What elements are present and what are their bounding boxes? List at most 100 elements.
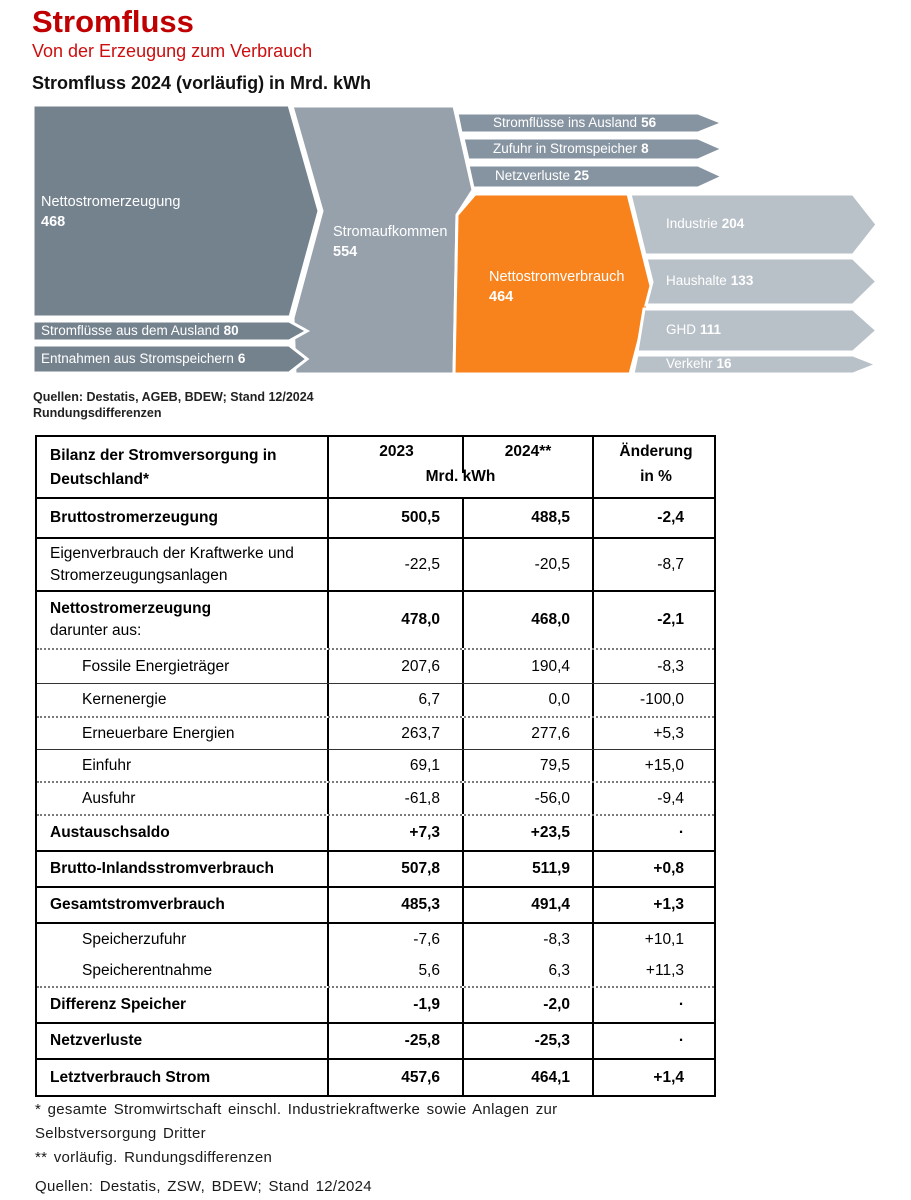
label-stromaufkommen: Stromaufkommen 554	[333, 224, 448, 260]
label-nettostromerzeugung: Nettostromerzeugung 468	[41, 194, 181, 230]
value-2023: 478,0	[327, 592, 462, 648]
arrow-zufuhr-stromspeicher	[461, 136, 727, 162]
table-body: Bruttostromerzeugung 500,5 488,5 -2,4 Eigenv…	[37, 499, 714, 1095]
node-nettostromerzeugung-shape	[33, 104, 321, 319]
table-row: Differenz Speicher -1,9 -2,0 ·	[37, 988, 714, 1024]
label-stromfluesse-ins-ausland: Stromflüsse ins Ausland 56	[493, 115, 657, 130]
value-change: ·	[592, 816, 718, 850]
column-header-2024: 2024**	[504, 443, 552, 460]
value-2024: +23,5	[462, 816, 592, 850]
value-change: +5,3	[592, 718, 718, 749]
table-row: Bruttostromerzeugung 500,5 488,5 -2,4	[37, 499, 714, 539]
table-row: Nettostromerzeugung darunter aus: 478,0 468…	[37, 592, 714, 650]
value-2023: -61,8	[327, 783, 462, 814]
value-2024: -25,3	[462, 1024, 592, 1058]
value-change: +15,0	[592, 750, 718, 781]
label-ghd: GHD 111	[666, 322, 722, 337]
table-header-years: 2023 2024** Mrd. kWh	[327, 437, 592, 497]
row-label: Letztverbrauch Strom	[50, 1068, 211, 1086]
chart-heading: Stromfluss 2024 (vorläufig) in Mrd. kWh	[32, 73, 372, 93]
footnotes: * gesamte Stromwirtschaft einschl. Indus…	[35, 1098, 557, 1199]
footnote-2: Selbstversorgung Dritter	[35, 1125, 206, 1142]
table-row: Brutto-Inlandsstromverbrauch 507,8 511,9 +0…	[37, 852, 714, 888]
row-label: Erneuerbare Energien	[82, 724, 235, 742]
value-2023: 6,7	[327, 684, 462, 716]
value-change: -8,7	[592, 539, 718, 590]
value-2024: 190,4	[462, 650, 592, 683]
value-2024: 511,9	[462, 852, 592, 886]
footnote-3: ** vorläufig. Rundungsdifferenzen	[35, 1149, 273, 1166]
value-2024: 0,0	[462, 684, 592, 716]
unit-label-years: Mrd. kWh	[425, 468, 496, 485]
arrow-haushalte	[644, 256, 880, 307]
table-row: Kernenergie 6,7 0,0 -100,0	[37, 684, 714, 718]
value-2024: 6,3	[462, 956, 592, 986]
row-label: Gesamtstromverbrauch	[50, 896, 225, 913]
row-label: Speicherentnahme	[82, 962, 213, 979]
table-row: Einfuhr 69,1 79,5 +15,0	[37, 750, 714, 783]
value-2024: 464,1	[462, 1060, 592, 1095]
value-2023: 457,6	[327, 1060, 462, 1095]
value-2024: 491,4	[462, 888, 592, 922]
value-change: -8,3	[592, 650, 718, 683]
value-change: -2,4	[592, 499, 718, 537]
row-label: Speicherzufuhr	[82, 931, 187, 948]
row-label: Einfuhr	[82, 756, 132, 774]
row-label: Differenz Speicher	[50, 996, 187, 1013]
diagram-source-line2: Rundungsdifferenzen	[33, 406, 162, 420]
label-netzverluste: Netzverluste 25	[495, 168, 590, 183]
arrow-ghd	[635, 307, 880, 354]
table-header-title: Bilanz der Stromversorgung in Deutschlan…	[50, 447, 277, 488]
arrow-verkehr	[631, 353, 882, 376]
value-change: -9,4	[592, 783, 718, 814]
column-header-2023: 2023	[379, 443, 414, 460]
column-header-change: Änderung	[619, 443, 693, 460]
row-label: Ausfuhr	[82, 789, 136, 807]
value-change: -2,1	[592, 592, 718, 648]
value-2023: 5,6	[327, 956, 462, 986]
row-label: Nettostromerzeugung darunter aus:	[50, 600, 212, 639]
row-label: Kernenergie	[82, 691, 167, 708]
value-2024: -8,3	[462, 924, 592, 956]
row-label: Fossile Energieträger	[82, 657, 230, 675]
value-change: +1,3	[592, 888, 718, 922]
table-row: Ausfuhr -61,8 -56,0 -9,4	[37, 783, 714, 816]
value-2024: 468,0	[462, 592, 592, 648]
row-label: Bruttostromerzeugung	[50, 509, 218, 526]
arrow-netzverluste	[466, 163, 727, 190]
year-column-divider	[462, 437, 464, 473]
value-change: +10,1	[592, 924, 718, 956]
value-2024: -2,0	[462, 988, 592, 1022]
label-entnahmen-stromspeichern: Entnahmen aus Stromspeichern 6	[41, 351, 246, 366]
value-2024: -56,0	[462, 783, 592, 814]
value-2023: -25,8	[327, 1024, 462, 1058]
value-2023: +7,3	[327, 816, 462, 850]
table-row: Gesamtstromverbrauch 485,3 491,4 +1,3	[37, 888, 714, 924]
label-zufuhr-stromspeicher: Zufuhr in Stromspeicher 8	[493, 141, 649, 156]
label-industrie: Industrie 204	[666, 216, 745, 231]
value-2024: 488,5	[462, 499, 592, 537]
arrow-entnahmen-stromspeichern	[33, 343, 310, 375]
flow-diagram-svg	[33, 104, 882, 376]
arrow-industrie	[628, 192, 879, 257]
value-2024: 277,6	[462, 718, 592, 749]
diagram-source: Quellen: Destatis, AGEB, BDEW; Stand 12/…	[33, 389, 314, 421]
table-header: Bilanz der Stromversorgung in Deutschlan…	[37, 437, 714, 499]
value-2024: -20,5	[462, 539, 592, 590]
value-2023: 263,7	[327, 718, 462, 749]
label-stromfluesse-aus-ausland: Stromflüsse aus dem Ausland 80	[41, 323, 239, 338]
arrow-stromfluesse-ins-ausland	[455, 111, 728, 135]
row-label: Eigenverbrauch der Kraftwerke und Stromer…	[50, 544, 294, 584]
table-row: Speicherentnahme 5,6 6,3 +11,3	[37, 956, 714, 988]
value-2023: 69,1	[327, 750, 462, 781]
value-2023: -7,6	[327, 924, 462, 956]
row-label: Netzverluste	[50, 1032, 143, 1049]
label-nettostromverbrauch: Nettostromverbrauch 464	[489, 269, 625, 305]
diagram-source-line1: Quellen: Destatis, AGEB, BDEW; Stand 12/…	[33, 390, 314, 404]
unit-label-change: in %	[640, 468, 672, 485]
value-2023: 485,3	[327, 888, 462, 922]
flow-diagram: Nettostromerzeugung 468 Stromaufkommen 5…	[33, 104, 883, 377]
value-change: -100,0	[592, 684, 718, 716]
value-change: +1,4	[592, 1060, 718, 1095]
